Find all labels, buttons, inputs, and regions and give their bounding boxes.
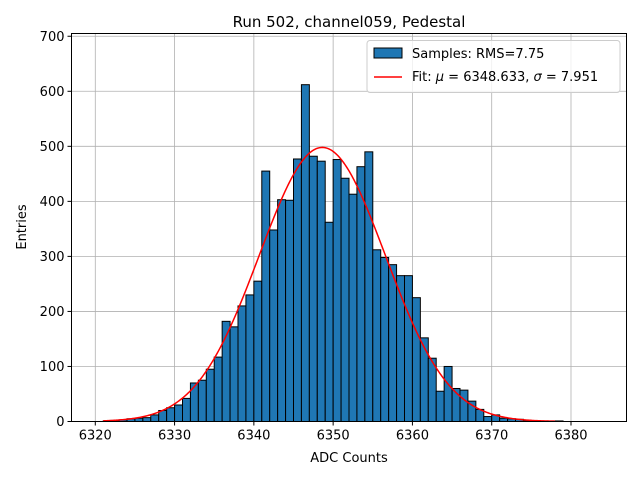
histogram-bar (261, 170, 271, 422)
y-tick-label: 0 (56, 415, 64, 430)
x-tick-label: 6360 (396, 429, 429, 444)
histogram-bar (300, 84, 310, 422)
histogram-bar (205, 368, 215, 422)
histogram-bar (150, 414, 160, 423)
histogram-bar (229, 326, 239, 423)
y-tick-label: 300 (40, 250, 65, 265)
histogram-bar (435, 390, 445, 423)
histogram-bar (308, 155, 318, 423)
histogram-bar (142, 417, 152, 423)
x-axis-ticks: 6320 6330 6340 6350 6360 6370 6380 (79, 421, 588, 444)
histogram-bar (174, 404, 183, 422)
legend-box (366, 40, 621, 93)
x-tick-label: 6370 (475, 429, 508, 444)
histogram-bar (404, 275, 413, 423)
histogram-bar (483, 416, 493, 423)
y-tick-label: 400 (40, 195, 65, 210)
histogram-bar (356, 166, 366, 422)
gaussian-fit-curve (103, 146, 556, 422)
histogram-bar (332, 159, 342, 422)
y-tick-label: 500 (40, 140, 65, 155)
histogram-bar (182, 397, 191, 422)
histogram-bar (197, 379, 207, 423)
histogram-bar (459, 389, 469, 423)
x-tick-label: 6380 (554, 429, 587, 444)
y-tick-label: 700 (40, 30, 65, 45)
histogram-bar (340, 177, 350, 422)
histogram-bar (213, 356, 223, 423)
plot-frame (71, 33, 627, 422)
x-axis-label: ADC Counts (310, 451, 388, 466)
legend-label-samples: Samples: RMS=7.75 (412, 47, 544, 62)
legend: Samples: RMS=7.75 Fit: μ = 6348.633, σ =… (366, 40, 621, 93)
histogram-bar (285, 199, 295, 422)
y-tick-label: 200 (40, 305, 65, 320)
histogram-bar (293, 158, 302, 422)
histogram-bar (324, 221, 334, 422)
histogram-bar (253, 280, 263, 422)
histogram-bar (380, 256, 390, 422)
x-tick-label: 6320 (79, 429, 112, 444)
histogram-bar (348, 193, 358, 422)
y-axis-label: Entries (15, 204, 30, 250)
histogram-bar (443, 365, 453, 422)
x-tick-label: 6350 (317, 429, 350, 444)
y-axis-ticks: 0 100 200 300 400 500 600 700 (40, 30, 72, 430)
legend-label-fit: Fit: μ = 6348.633, σ = 7.951 (412, 70, 598, 85)
y-tick-label: 600 (40, 85, 65, 100)
histogram-bar (411, 297, 421, 423)
histogram-bar (427, 357, 437, 423)
histogram-bar (372, 249, 382, 422)
histogram-bar (316, 160, 326, 422)
x-tick-label: 6340 (237, 429, 270, 444)
histogram-bar (396, 275, 406, 423)
histogram-bar (277, 199, 287, 422)
legend-swatch-samples (373, 47, 403, 59)
histogram-bar (364, 151, 374, 423)
histogram-bar (388, 264, 398, 422)
chart-title: Run 502, channel059, Pedestal (233, 13, 466, 31)
histogram-bar (419, 337, 429, 422)
x-tick-label: 6330 (158, 429, 191, 444)
histogram-bar (166, 407, 176, 423)
histogram-bar (245, 294, 255, 422)
histogram-bar (237, 305, 247, 423)
y-tick-label: 100 (40, 360, 65, 375)
histogram-bar (269, 229, 279, 422)
